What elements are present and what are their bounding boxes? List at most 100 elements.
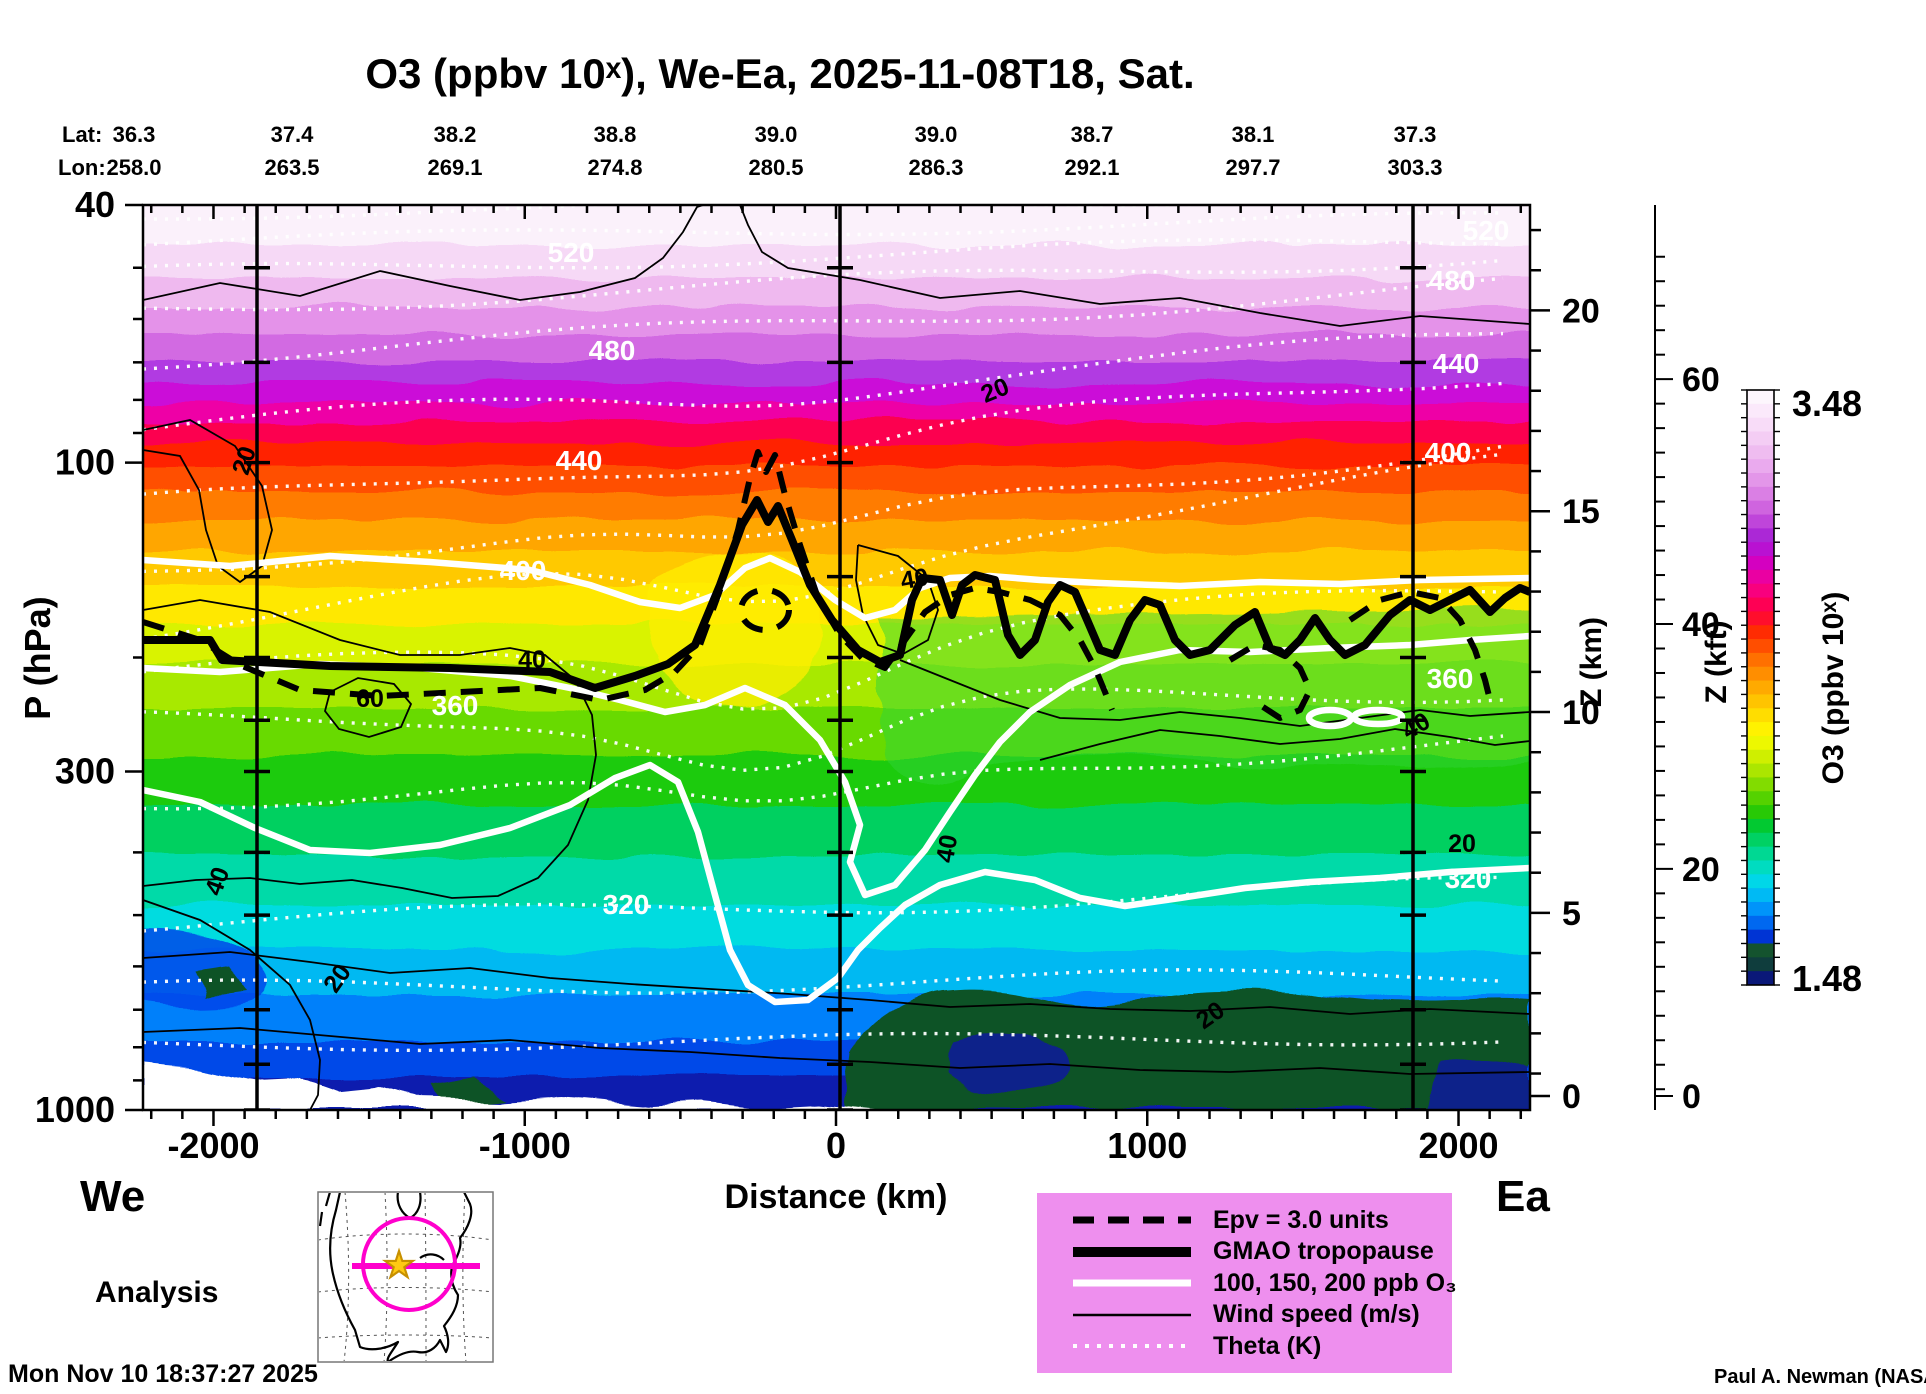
pressure-axis-title: P (hPa) bbox=[17, 596, 58, 720]
lat-value: 38.2 bbox=[433, 122, 477, 147]
theta-contour-label: 520 bbox=[1463, 215, 1510, 246]
pressure-tick-label: 100 bbox=[55, 442, 115, 483]
lat-value: 38.7 bbox=[1070, 122, 1114, 147]
lon-value: 258.0 bbox=[106, 155, 162, 180]
z-kft-tick-label: 0 bbox=[1682, 1078, 1701, 1116]
lon-value: 292.1 bbox=[1064, 155, 1120, 180]
o3-white-swatch bbox=[1073, 1279, 1191, 1287]
west-endpoint-label: We bbox=[80, 1172, 146, 1221]
lon-value: 286.3 bbox=[908, 155, 964, 180]
lon-value: 280.5 bbox=[748, 155, 804, 180]
distance-tick-label: -2000 bbox=[167, 1125, 259, 1166]
theta-contour-label: 320 bbox=[603, 889, 650, 920]
colorbar-max-value: 3.48 bbox=[1792, 383, 1863, 424]
lat-value: 39.0 bbox=[914, 122, 958, 147]
wind-contour-label: 60 bbox=[356, 685, 384, 713]
lon-value: 303.3 bbox=[1387, 155, 1443, 180]
lat-value: 36.3 bbox=[112, 122, 156, 147]
graticule-lines bbox=[319, 1193, 492, 1361]
theta-contour-label: 520 bbox=[548, 237, 595, 268]
lat-value: 38.8 bbox=[593, 122, 637, 147]
theta-contour-label: 360 bbox=[432, 690, 479, 721]
distance-tick-label: 2000 bbox=[1418, 1125, 1498, 1166]
lat-row-label: Lat: bbox=[62, 122, 103, 147]
theta-contour-label: 400 bbox=[500, 555, 547, 586]
wind-thin-swatch bbox=[1073, 1313, 1191, 1316]
section-range-circle bbox=[361, 1216, 457, 1312]
theta-dotted-swatch bbox=[1073, 1344, 1191, 1348]
z-km-tick-label: 10 bbox=[1562, 694, 1600, 732]
axis-ticks bbox=[125, 203, 1550, 1126]
z-kft-tick-label: 20 bbox=[1682, 851, 1720, 889]
theta-contour-label: 480 bbox=[1429, 265, 1476, 296]
lon-row-label: Lon: bbox=[58, 155, 106, 180]
z-km-tick-label: 5 bbox=[1562, 895, 1581, 933]
legend-item-epv: Epv = 3.0 units bbox=[1071, 1205, 1442, 1234]
colorbar bbox=[1741, 389, 1780, 986]
legend-item-wind: Wind speed (m/s) bbox=[1071, 1300, 1442, 1328]
theta-contour-label: 400 bbox=[1425, 437, 1472, 468]
legend-label: GMAO tropopause bbox=[1213, 1237, 1434, 1265]
theta-contour-label: 440 bbox=[556, 445, 603, 476]
epv-dashed-swatch bbox=[1073, 1216, 1191, 1224]
theta-contour-label: 480 bbox=[589, 335, 636, 366]
z-kft-tick-label: 60 bbox=[1682, 361, 1720, 399]
chart-title: O3 (ppbv 10ˣ), We-Ea, 2025-11-08T18, Sat… bbox=[365, 50, 1195, 97]
coastline bbox=[319, 1193, 473, 1361]
tropopause-thick-swatch bbox=[1073, 1246, 1191, 1257]
legend-item-theta: Theta (K) bbox=[1071, 1331, 1442, 1360]
tropopause-line bbox=[143, 496, 1530, 692]
lat-value: 39.0 bbox=[754, 122, 798, 147]
z-km-tick-label: 0 bbox=[1562, 1078, 1581, 1116]
wind-contour-label: 40 bbox=[898, 563, 930, 595]
lat-value: 37.3 bbox=[1393, 122, 1437, 147]
legend-label: 100, 150, 200 ppb O₃ bbox=[1213, 1268, 1457, 1297]
theta-contour-label: 440 bbox=[1433, 348, 1480, 379]
colorbar-min-value: 1.48 bbox=[1792, 958, 1863, 999]
distance-tick-label: 1000 bbox=[1107, 1125, 1187, 1166]
credit-text: Paul A. Newman (NASA bbox=[1714, 1366, 1926, 1388]
timestamp: Mon Nov 10 18:37:27 2025 bbox=[8, 1360, 318, 1388]
z-kft-tick-label: 40 bbox=[1682, 606, 1720, 644]
o3-ppb-contours bbox=[143, 552, 1530, 1006]
analysis-mode-label: Analysis bbox=[95, 1276, 219, 1309]
z-kft-axis bbox=[1654, 205, 1673, 1110]
theta-contour-label: 320 bbox=[1445, 863, 1492, 894]
wind-contour-label: 20 bbox=[1448, 830, 1476, 858]
legend-label: Wind speed (m/s) bbox=[1213, 1300, 1420, 1328]
lat-value: 37.4 bbox=[270, 122, 314, 147]
lon-value: 269.1 bbox=[427, 155, 483, 180]
wind-contour-label: 40 bbox=[931, 832, 963, 864]
legend-label: Epv = 3.0 units bbox=[1213, 1205, 1389, 1234]
filled-contour-field bbox=[143, 205, 1530, 1110]
wind-speed-contours bbox=[143, 205, 1530, 1110]
axis-tick-labels: -2000 -1000 0 1000 2000 40 100 300 1000 20 15 10 5 0 6… bbox=[35, 184, 1720, 1166]
legend-box: Epv = 3.0 units GMAO tropopause 100, 150… bbox=[1037, 1193, 1457, 1373]
epv-contour bbox=[143, 449, 1493, 721]
legend-label: Theta (K) bbox=[1213, 1331, 1322, 1360]
distance-tick-label: 0 bbox=[826, 1125, 846, 1166]
colorbar-title: O3 (ppbv 10ˣ) bbox=[1817, 591, 1850, 785]
wind-contour-label: 40 bbox=[518, 646, 546, 674]
distance-tick-label: -1000 bbox=[479, 1125, 571, 1166]
distance-axis-title: Distance (km) bbox=[724, 1178, 948, 1216]
theta-contour-label: 360 bbox=[1427, 663, 1474, 694]
legend-item-o3-contours: 100, 150, 200 ppb O₃ bbox=[1071, 1269, 1457, 1297]
legend-item-tropopause: GMAO tropopause bbox=[1071, 1237, 1442, 1265]
east-endpoint-label: Ea bbox=[1496, 1172, 1550, 1221]
lat-value: 38.1 bbox=[1231, 122, 1275, 147]
lon-value: 274.8 bbox=[587, 155, 643, 180]
lon-value: 263.5 bbox=[264, 155, 320, 180]
pressure-tick-label: 300 bbox=[55, 750, 115, 791]
z-kft-axis-title: Z (kft) bbox=[1700, 620, 1733, 704]
z-km-axis-title: Z (km) bbox=[1575, 617, 1608, 707]
z-km-tick-label: 15 bbox=[1562, 493, 1600, 531]
map-inset: ★ bbox=[317, 1191, 494, 1363]
pressure-tick-label: 40 bbox=[75, 184, 115, 225]
lon-value: 297.7 bbox=[1225, 155, 1281, 180]
location-star-icon: ★ bbox=[383, 1244, 415, 1285]
z-km-tick-label: 20 bbox=[1562, 292, 1600, 330]
pressure-tick-label: 1000 bbox=[35, 1089, 115, 1130]
